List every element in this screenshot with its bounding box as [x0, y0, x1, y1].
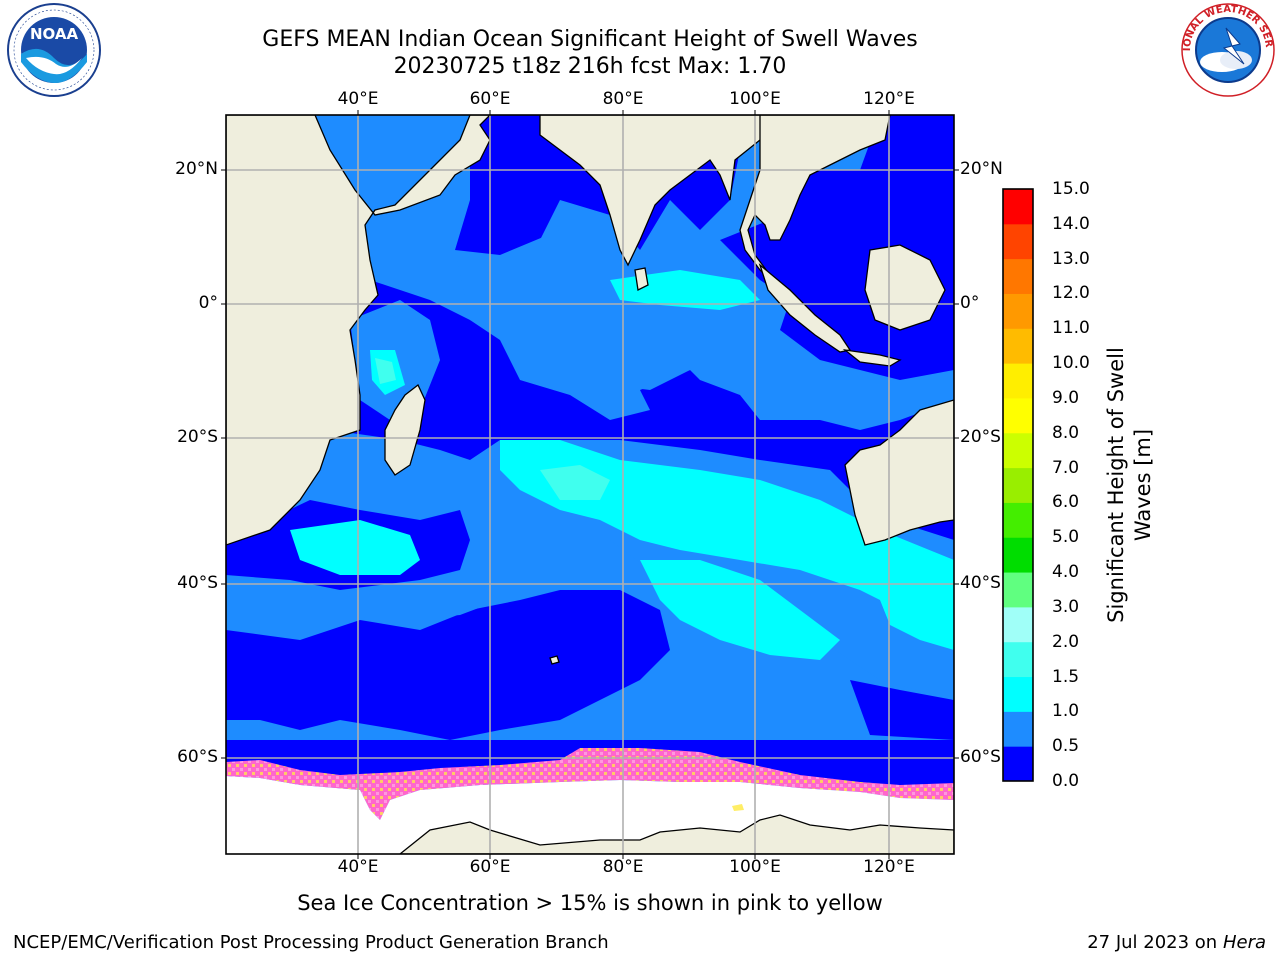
sea-ice-footnote: Sea Ice Concentration > 15% is shown in … — [297, 891, 883, 915]
colorbar-label: Significant Height of Swell Waves [m] — [1104, 347, 1155, 623]
lon-label-top: 120°E — [863, 89, 915, 109]
colorbar-segment — [1003, 467, 1033, 503]
lat-label-left: 20°N — [175, 159, 218, 179]
lat-label-left: 0° — [198, 293, 218, 313]
colorbar-tick-label: 4.0 — [1052, 562, 1080, 583]
colorbar-tick-label: 5.0 — [1052, 527, 1080, 548]
sea-ice-band — [226, 748, 954, 820]
colorbar-tick-label: 0.5 — [1052, 736, 1080, 757]
colorbar-tick-label: 9.0 — [1052, 387, 1080, 408]
lon-label-bottom: 60°E — [469, 857, 511, 877]
colorbar — [1002, 188, 1034, 782]
colorbar-tick-label: 12.0 — [1052, 283, 1090, 304]
colorbar-segment — [1003, 641, 1033, 678]
colorbar-segment — [1003, 223, 1033, 260]
lat-label-right: 20°S — [960, 427, 1001, 447]
colorbar-segment — [1003, 432, 1033, 469]
colorbar-tick-label: 6.0 — [1052, 492, 1080, 513]
colorbar-tick-label: 11.0 — [1052, 318, 1090, 339]
colorbar-segment — [1003, 397, 1033, 434]
lon-label-bottom: 120°E — [863, 857, 915, 877]
colorbar-segment — [1003, 606, 1033, 643]
lon-label-bottom: 100°E — [729, 857, 781, 877]
colorbar-segment — [1003, 711, 1033, 747]
lon-label-top: 40°E — [337, 89, 379, 109]
colorbar-tick-label: 2.0 — [1052, 631, 1080, 652]
generation-date: 27 Jul 2023 on Hera — [1087, 932, 1266, 953]
lat-label-left: 40°S — [177, 573, 218, 593]
lon-label-bottom: 80°E — [602, 857, 644, 877]
colorbar-segment — [1003, 328, 1033, 364]
colorbar-tick-label: 13.0 — [1052, 248, 1090, 269]
colorbar-tick-label: 1.5 — [1052, 666, 1080, 687]
colorbar-tick-label: 3.0 — [1052, 596, 1080, 617]
lat-label-right: 0° — [960, 293, 980, 313]
lat-label-left: 20°S — [177, 427, 218, 447]
map-subtitle: 20230725 t18z 216h fcst Max: 1.70 — [393, 54, 787, 79]
lon-label-top: 100°E — [729, 89, 781, 109]
colorbar-segment — [1003, 293, 1033, 329]
colorbar-segment — [1003, 572, 1033, 608]
colorbar-segment — [1003, 502, 1033, 538]
colorbar-segment — [1003, 746, 1033, 782]
colorbar-segment — [1003, 258, 1033, 294]
lon-label-bottom: 40°E — [337, 857, 379, 877]
producer-credit: NCEP/EMC/Verification Post Processing Pr… — [13, 932, 609, 953]
lon-label-top: 60°E — [469, 89, 511, 109]
colorbar-tick-label: 7.0 — [1052, 457, 1080, 478]
colorbar-segment — [1003, 363, 1033, 399]
lat-label-left: 60°S — [177, 747, 218, 767]
colorbar-segment — [1003, 189, 1033, 225]
graticule — [226, 115, 954, 854]
lat-label-right: 20°N — [960, 159, 1003, 179]
colorbar-tick-label: 15.0 — [1052, 179, 1090, 199]
nws-logo: NATIONAL WEATHER SERVICE — [1178, 0, 1275, 97]
colorbar-tick-label: 14.0 — [1052, 213, 1090, 234]
colorbar-tick-label: 0.0 — [1052, 771, 1080, 791]
lat-label-right: 40°S — [960, 573, 1001, 593]
colorbar-tick-label: 8.0 — [1052, 422, 1080, 443]
map-title: GEFS MEAN Indian Ocean Significant Heigh… — [262, 27, 918, 52]
colorbar-tick-label: 10.0 — [1052, 353, 1090, 374]
map-frame — [225, 114, 955, 855]
colorbar-tick-label: 1.0 — [1052, 701, 1080, 722]
colorbar-segment — [1003, 537, 1033, 573]
lon-label-top: 80°E — [602, 89, 644, 109]
lat-label-right: 60°S — [960, 747, 1001, 767]
noaa-logo: NOAA — [7, 3, 101, 97]
noaa-logo-text: NOAA — [30, 25, 79, 43]
colorbar-segment — [1003, 676, 1033, 712]
